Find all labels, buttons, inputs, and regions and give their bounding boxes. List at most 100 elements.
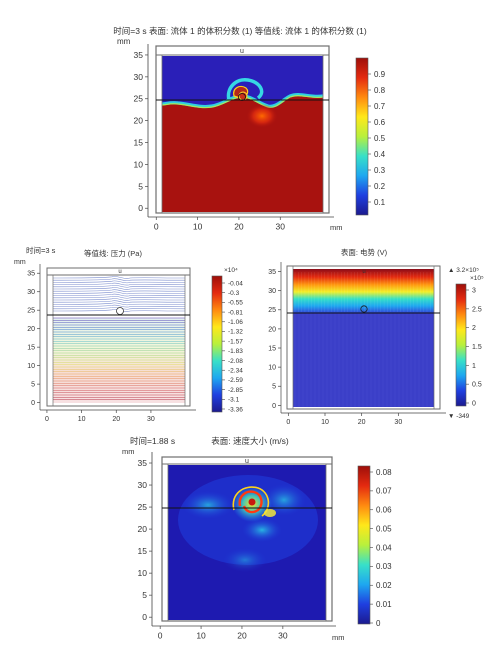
x-tick-label: 0 bbox=[45, 416, 49, 423]
y-tick-label: 35 bbox=[27, 271, 35, 278]
pressure-contour-line bbox=[53, 276, 185, 279]
potential-colorbar-max: ▲ 3.2×10⁵ bbox=[448, 267, 479, 274]
velocity-vortex-core bbox=[248, 498, 256, 506]
potential-electrode-marker bbox=[360, 305, 368, 313]
x-tick-label: 30 bbox=[276, 222, 286, 232]
x-tick-label: 0 bbox=[154, 222, 159, 232]
potential-colorbar-ticks: 3 2.5 2 1.5 1 0.5 0 bbox=[466, 287, 482, 407]
pressure-contour-line bbox=[53, 284, 185, 288]
colorbar-tick-label: -3.1 bbox=[228, 397, 240, 404]
vof-droplet-small bbox=[238, 91, 248, 101]
colorbar-tick-label: -1.83 bbox=[228, 348, 243, 355]
pressure-panel: 时间=3 s 等值线: 压力 (Pa) mm u 0 10 20 30 0 5 10 15 20… bbox=[14, 245, 243, 423]
x-tick-label: 30 bbox=[394, 419, 402, 426]
pressure-plot-area bbox=[53, 276, 185, 403]
colorbar-tick-label: 1 bbox=[472, 363, 476, 370]
y-tick-label: 15 bbox=[268, 345, 276, 352]
velocity-colorbar bbox=[357, 465, 371, 625]
x-tick-label: 20 bbox=[358, 419, 366, 426]
colorbar-tick-label: 3 bbox=[472, 287, 476, 294]
potential-domain-top-label: u bbox=[362, 269, 365, 275]
pressure-contour-line bbox=[53, 291, 185, 295]
potential-plot-area bbox=[293, 269, 434, 407]
vof-jet-plume bbox=[246, 104, 278, 128]
velocity-vortex-outer bbox=[232, 486, 270, 517]
colorbar-tick-label: 0.02 bbox=[376, 581, 392, 590]
vof-colorbar bbox=[355, 57, 369, 216]
y-tick-label: 0 bbox=[142, 612, 147, 622]
y-tick-label: 0 bbox=[31, 400, 35, 407]
y-tick-label: 0 bbox=[138, 203, 143, 213]
colorbar-tick-label: 0 bbox=[472, 400, 476, 407]
y-tick-label: 20 bbox=[27, 326, 35, 333]
pressure-contour-line bbox=[53, 278, 185, 281]
pressure-contour-line bbox=[53, 304, 185, 308]
potential-colorbar-exponent: ×10⁵ bbox=[470, 275, 484, 282]
pressure-contour-line bbox=[53, 289, 185, 292]
pressure-ticks: 0 10 20 30 0 5 10 15 20 25 30 35 bbox=[27, 271, 155, 423]
pressure-contours bbox=[53, 276, 185, 401]
x-tick-label: 0 bbox=[286, 419, 290, 426]
potential-header-center: 表面: 电势 (V) bbox=[341, 247, 388, 257]
x-tick-label: 30 bbox=[147, 416, 155, 423]
vof-domain-top-label: u bbox=[240, 48, 244, 55]
colorbar-tick-label: 0 bbox=[376, 619, 381, 628]
vof-x-unit: mm bbox=[330, 223, 343, 232]
y-tick-label: 20 bbox=[268, 326, 276, 333]
colorbar-tick-label: 0.7 bbox=[374, 102, 386, 111]
y-tick-label: 35 bbox=[134, 50, 144, 60]
velocity-header-center: 表面: 速度大小 (m/s) bbox=[211, 436, 289, 446]
pressure-colorbar bbox=[211, 275, 223, 413]
x-tick-label: 10 bbox=[196, 631, 206, 641]
colorbar-tick-label: 0.3 bbox=[374, 166, 386, 175]
velocity-lower-swirl bbox=[242, 518, 282, 542]
vof-unit-label: mm bbox=[117, 37, 131, 46]
velocity-panel: 时间=1.88 s 表面: 速度大小 (m/s) mm u 0 10 20 30 0 5 1… bbox=[122, 436, 392, 642]
colorbar-tick-label: 0.1 bbox=[374, 198, 386, 207]
colorbar-tick-label: 0.5 bbox=[374, 134, 386, 143]
pressure-contour-line bbox=[53, 293, 185, 297]
colorbar-tick-label: -0.55 bbox=[228, 300, 243, 307]
velocity-plot-area bbox=[168, 465, 326, 620]
pressure-domain-top-label: u bbox=[118, 269, 121, 275]
y-tick-label: 10 bbox=[27, 363, 35, 370]
velocity-vortex-ring bbox=[238, 490, 263, 514]
colorbar-tick-label: 0.4 bbox=[374, 150, 386, 159]
y-tick-label: 10 bbox=[134, 159, 144, 169]
y-tick-label: 15 bbox=[27, 345, 35, 352]
velocity-header-left: 时间=1.88 s bbox=[130, 436, 175, 446]
pressure-contour-line bbox=[53, 302, 185, 306]
colorbar-tick-label: 0.08 bbox=[376, 468, 392, 477]
colorbar-tick-label: -1.57 bbox=[228, 338, 243, 345]
pressure-unit-label: mm bbox=[14, 259, 26, 266]
colorbar-tick-label: -0.81 bbox=[228, 309, 243, 316]
y-tick-label: 25 bbox=[134, 94, 144, 104]
pressure-contour-line bbox=[53, 298, 185, 301]
y-tick-label: 20 bbox=[134, 116, 144, 126]
colorbar-tick-label: 0.07 bbox=[376, 487, 392, 496]
colorbar-tick-label: -0.3 bbox=[228, 290, 240, 297]
colorbar-tick-label: 0.04 bbox=[376, 543, 392, 552]
y-tick-label: 30 bbox=[134, 72, 144, 82]
colorbar-tick-label: 0.05 bbox=[376, 524, 392, 533]
colorbar-tick-label: -0.04 bbox=[228, 280, 243, 287]
velocity-domain-top-label: u bbox=[245, 458, 249, 465]
potential-colorbar-min: ▼ -349 bbox=[448, 413, 470, 420]
y-tick-label: 25 bbox=[27, 308, 35, 315]
vof-droplet-arc bbox=[226, 78, 264, 101]
y-tick-label: 20 bbox=[138, 524, 148, 534]
x-tick-label: 10 bbox=[321, 419, 329, 426]
y-tick-label: 25 bbox=[138, 502, 148, 512]
vof-domain-frame bbox=[155, 45, 330, 214]
pressure-domain-frame bbox=[46, 267, 191, 407]
x-tick-label: 10 bbox=[78, 416, 86, 423]
velocity-domain-frame bbox=[161, 456, 333, 622]
y-tick-label: 30 bbox=[138, 480, 148, 490]
pressure-header-center: 等值线: 压力 (Pa) bbox=[84, 248, 142, 258]
x-tick-label: 20 bbox=[237, 631, 247, 641]
pressure-electrode-marker bbox=[116, 307, 124, 315]
velocity-x-unit: mm bbox=[332, 633, 345, 642]
colorbar-tick-label: 0.03 bbox=[376, 562, 392, 571]
